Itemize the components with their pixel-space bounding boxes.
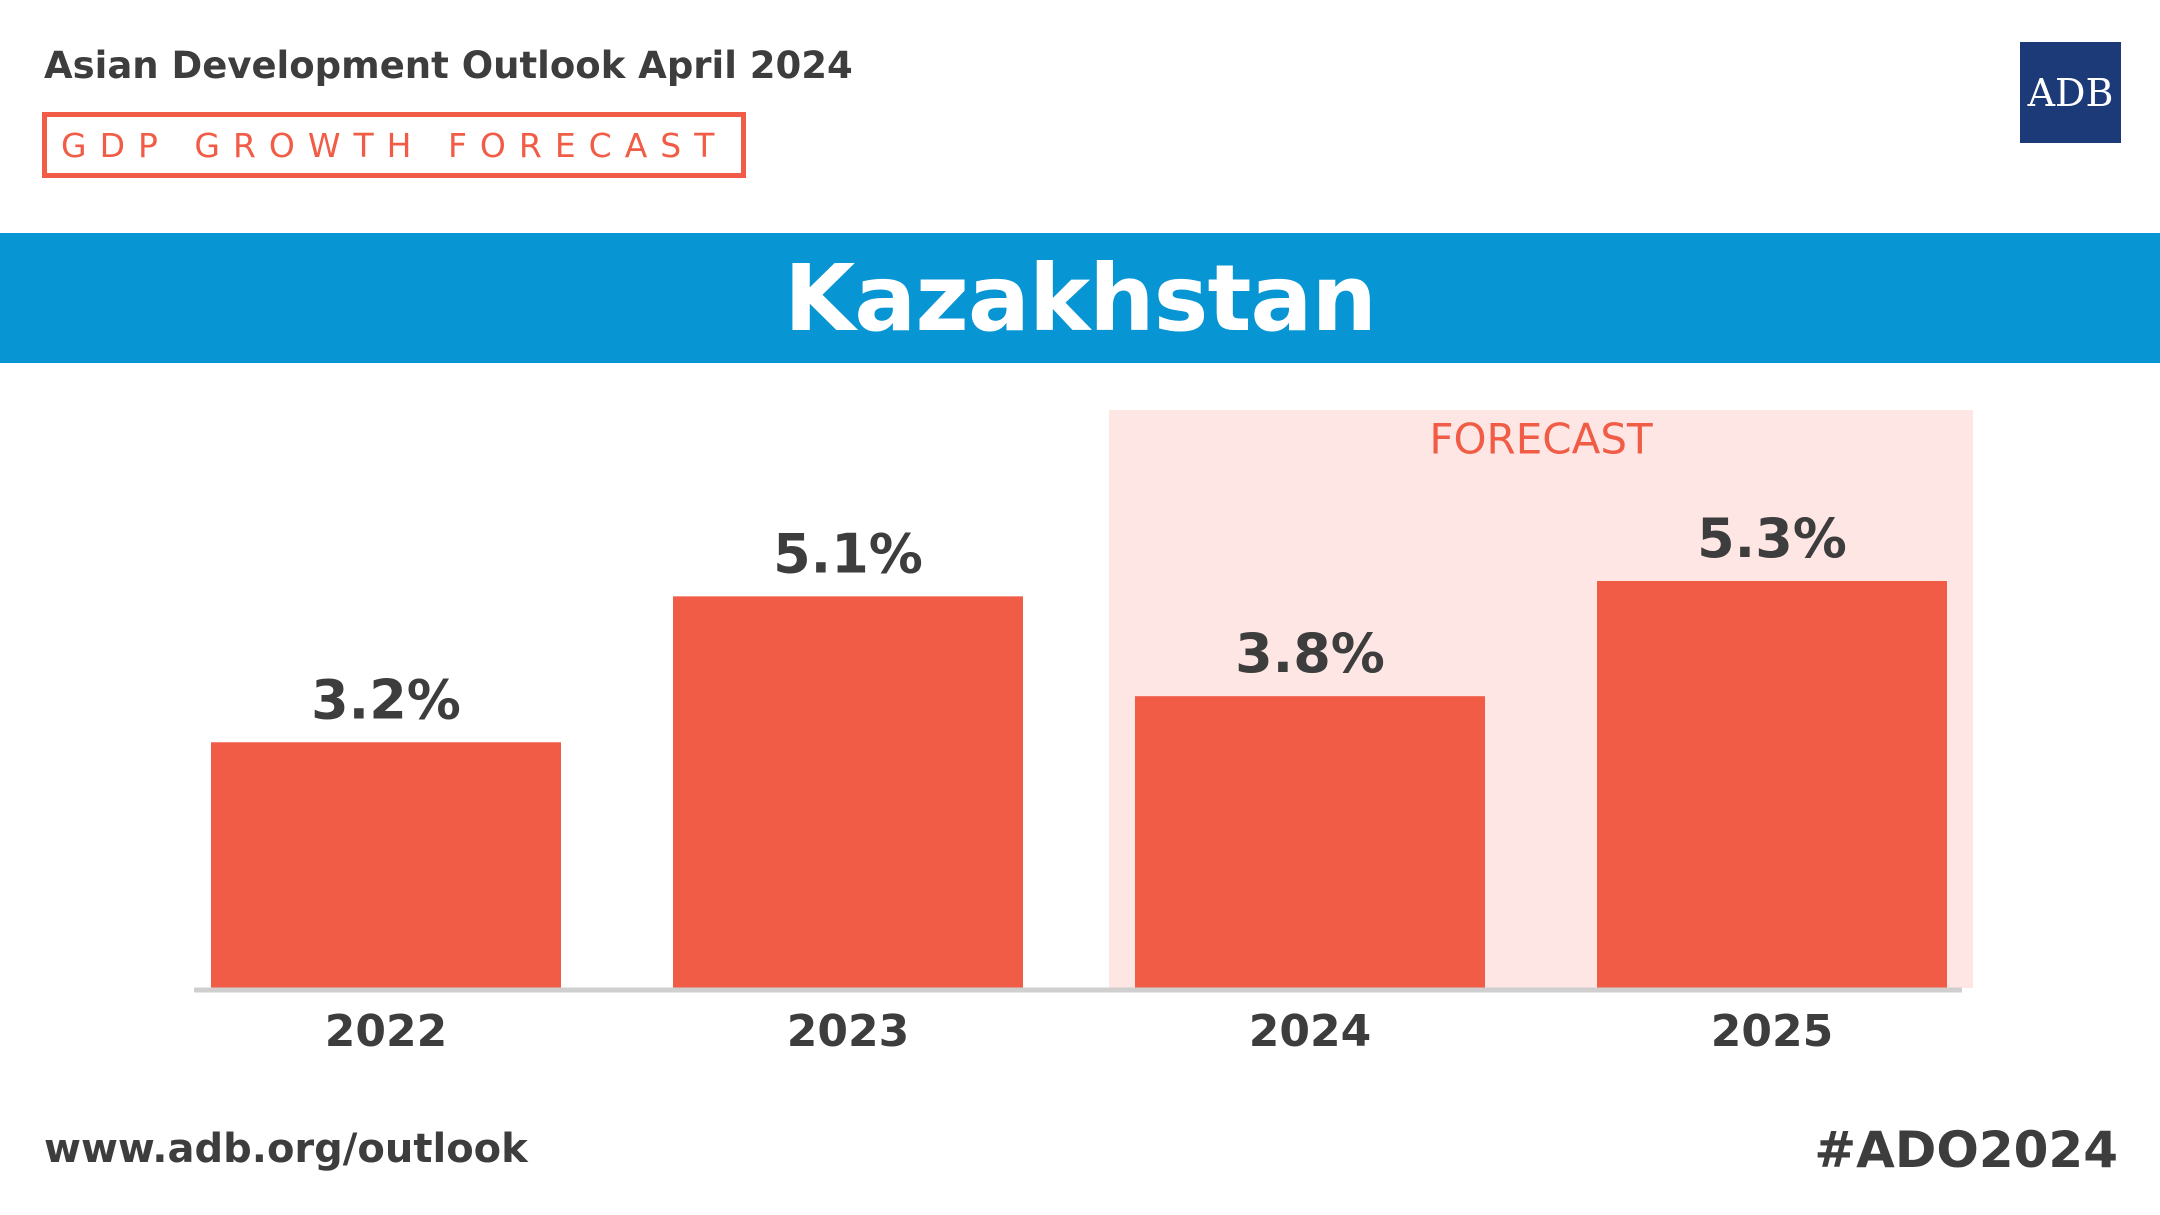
logo-text: ADB	[2027, 70, 2114, 115]
adb-logo: ADB	[2020, 42, 2121, 143]
x-tick-2025: 2025	[1711, 1006, 1833, 1057]
gdp-bar-chart: FORECAST 3.2% 2022 5.1% 2023 3.8% 2024 5.3% 2025	[194, 410, 1973, 1057]
data-label-2023: 5.1%	[773, 522, 923, 585]
subtitle-text: GDP GROWTH FORECAST	[61, 125, 728, 165]
forecast-label: FORECAST	[1429, 415, 1653, 464]
data-label-2022: 3.2%	[311, 668, 461, 731]
bar-2025	[1597, 581, 1947, 988]
footer-url[interactable]: www.adb.org/outlook	[44, 1126, 528, 1172]
subtitle-box: GDP GROWTH FORECAST	[42, 112, 746, 178]
x-tick-2024: 2024	[1249, 1006, 1371, 1057]
bar-2024	[1135, 696, 1485, 988]
footer-hashtag: #ADO2024	[1814, 1121, 2118, 1179]
x-tick-2023: 2023	[787, 1006, 909, 1057]
bar-2023	[673, 596, 1023, 988]
country-banner: Kazakhstan	[0, 233, 2160, 363]
country-title: Kazakhstan	[784, 244, 1377, 352]
x-tick-2022: 2022	[325, 1006, 447, 1057]
data-label-2025: 5.3%	[1697, 507, 1847, 570]
bar-2022	[211, 742, 561, 988]
data-label-2024: 3.8%	[1235, 622, 1385, 685]
publication-title: Asian Development Outlook April 2024	[44, 44, 853, 87]
